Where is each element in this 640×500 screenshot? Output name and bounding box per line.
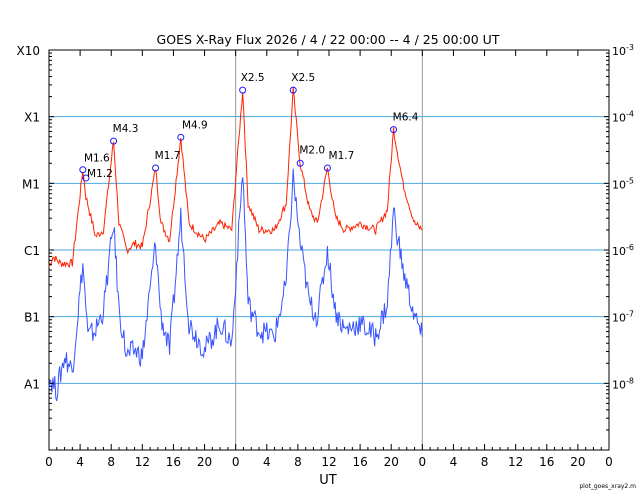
- right-tick-label: 10-3: [612, 43, 634, 58]
- chart-title: GOES X-Ray Flux 2026 / 4 / 22 00:00 -- 4…: [157, 32, 500, 47]
- x-tick-label: 8: [481, 455, 489, 469]
- x-tick-label: 16: [166, 455, 181, 469]
- x-tick-label: 8: [294, 455, 302, 469]
- flare-peak-marker: [296, 159, 304, 167]
- x-tick-label: 4: [263, 455, 271, 469]
- right-tick-label: 10-5: [612, 176, 634, 191]
- x-tick-label: 20: [384, 455, 399, 469]
- x-tick-label: 4: [450, 455, 458, 469]
- flare-peak-marker: [323, 164, 331, 172]
- flux-series-line: [48, 86, 423, 269]
- flare-label: M1.6: [84, 153, 110, 165]
- flare-peak-marker: [79, 166, 87, 174]
- left-tick-label: X10: [17, 44, 41, 58]
- flare-label: M1.2: [87, 168, 113, 180]
- x-tick-label: 20: [197, 455, 212, 469]
- x-tick-label: 0: [419, 455, 427, 469]
- x-tick-label: 20: [570, 455, 585, 469]
- flare-peak-marker: [239, 86, 247, 94]
- x-tick-label: 12: [135, 455, 150, 469]
- flare-peak-marker: [289, 86, 297, 94]
- flare-label: M2.0: [299, 144, 325, 156]
- left-tick-label: X1: [24, 111, 40, 125]
- x-tick-label: 12: [508, 455, 523, 469]
- right-tick-label: 10-7: [612, 310, 634, 325]
- right-tick-label: 10-6: [612, 243, 634, 258]
- right-tick-label: 10-8: [612, 376, 634, 391]
- series-layer: [48, 86, 423, 402]
- flare-peak-marker: [82, 174, 90, 182]
- footer-filename: plot_goes_xray2.m: [579, 483, 636, 490]
- flare-label: M1.7: [155, 150, 181, 162]
- flare-label: X2.5: [291, 72, 315, 84]
- x-tick-label: 0: [232, 455, 240, 469]
- x-tick-label: 0: [605, 455, 613, 469]
- flare-peak-marker: [390, 126, 398, 134]
- x-tick-label: 12: [321, 455, 336, 469]
- x-axis-label: UT: [319, 473, 337, 488]
- x-tick-label: 8: [107, 455, 115, 469]
- left-tick-label: C1: [24, 244, 40, 258]
- flare-label: M6.4: [393, 112, 419, 124]
- flare-peak-marker: [177, 133, 185, 141]
- x-tick-label: 16: [352, 455, 367, 469]
- left-tick-label: A1: [24, 377, 40, 391]
- flare-label: M1.7: [329, 150, 355, 162]
- x-tick-label: 16: [539, 455, 554, 469]
- flare-label: X2.5: [241, 72, 265, 84]
- flare-peak-marker: [110, 137, 118, 145]
- flare-peak-marker: [152, 164, 160, 172]
- flux-series-line: [48, 168, 423, 402]
- left-tick-label: B1: [24, 311, 40, 325]
- flare-layer: M1.6 M1.2 M4.3 M1.7 M4.9 X2.5 X2.5 M2.0 M1.7 M6.4: [79, 72, 419, 182]
- right-tick-exponent: -7: [626, 310, 634, 319]
- right-tick-exponent: -3: [626, 43, 634, 52]
- grid-layer: [49, 50, 609, 450]
- x-tick-label: 4: [76, 455, 84, 469]
- left-tick-label: M1: [22, 177, 40, 191]
- flare-label: M4.9: [182, 119, 208, 131]
- flare-label: M4.3: [113, 123, 139, 135]
- right-tick-exponent: -4: [626, 110, 634, 119]
- right-tick-exponent: -6: [626, 243, 634, 252]
- right-tick-label: 10-4: [612, 110, 634, 125]
- right-tick-exponent: -8: [626, 376, 634, 385]
- x-tick-label: 0: [45, 455, 53, 469]
- right-tick-exponent: -5: [626, 176, 634, 185]
